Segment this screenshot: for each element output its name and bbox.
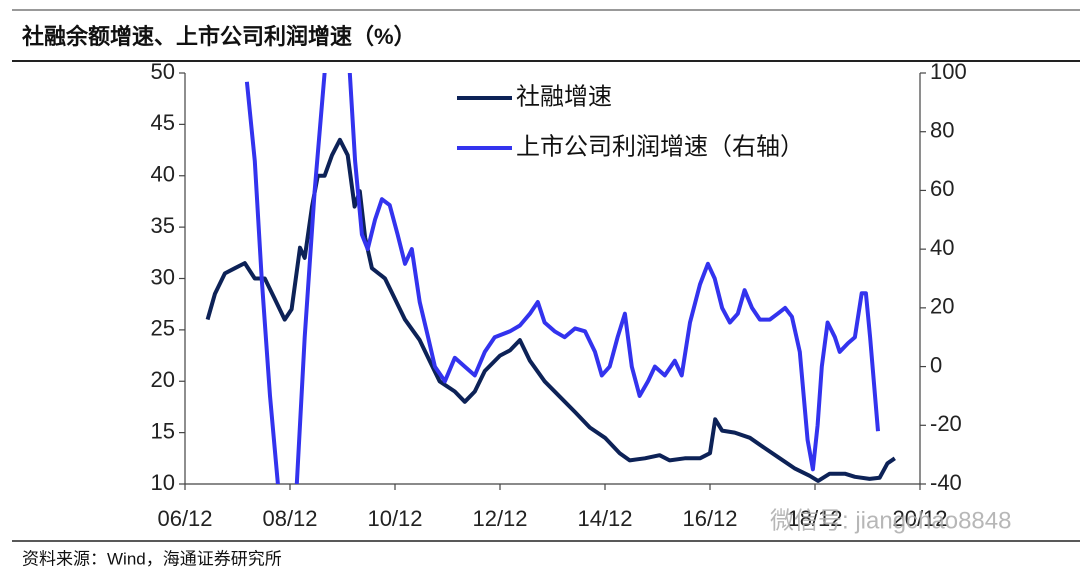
y-tick-label: 20 xyxy=(151,367,175,392)
legend-label: 上市公司利润增速（右轴） xyxy=(516,133,804,160)
y2-tick-label: -20 xyxy=(930,411,962,436)
y2-tick-label: 20 xyxy=(930,294,954,319)
x-tick-label: 14/12 xyxy=(577,506,632,531)
series-line xyxy=(244,73,880,484)
y2-tick-label: -40 xyxy=(930,470,962,495)
x-tick-label: 16/12 xyxy=(682,506,737,531)
y-tick-label: 15 xyxy=(151,418,175,443)
x-tick-label: 08/12 xyxy=(262,506,317,531)
y2-tick-label: 0 xyxy=(930,352,942,377)
y2-tick-label: 60 xyxy=(930,176,954,201)
y2-tick-label: 80 xyxy=(930,118,954,143)
x-tick-label: 10/12 xyxy=(367,506,422,531)
y-tick-label: 35 xyxy=(151,213,175,238)
x-tick-label: 06/12 xyxy=(157,506,212,531)
watermark: 微信号: jiangchao8848 xyxy=(770,507,1011,534)
y-tick-label: 40 xyxy=(151,162,175,187)
axes: 10 15 20 25 30 35 40 45 50 -40 -20 0 20 40 60 80 100 06/1… xyxy=(151,59,967,531)
y-tick-label: 45 xyxy=(151,110,175,135)
y-tick-label: 25 xyxy=(151,316,175,341)
x-tick-label: 20/12 xyxy=(892,506,947,531)
y-tick-label: 50 xyxy=(151,59,175,84)
x-tick-label: 18/12 xyxy=(787,506,842,531)
legend-label: 社融增速 xyxy=(516,83,612,110)
y2-tick-label: 40 xyxy=(930,235,954,260)
y2-tick-label: 100 xyxy=(930,59,967,84)
y-tick-label: 10 xyxy=(151,470,175,495)
source: 资料来源：Wind，海通证券研究所 xyxy=(22,549,282,568)
chart-title: 社融余额增速、上市公司利润增速（%） xyxy=(22,24,416,49)
x-tick-label: 12/12 xyxy=(472,506,527,531)
series-line xyxy=(205,137,896,483)
y-tick-label: 30 xyxy=(151,264,175,289)
plot-area xyxy=(205,73,896,484)
